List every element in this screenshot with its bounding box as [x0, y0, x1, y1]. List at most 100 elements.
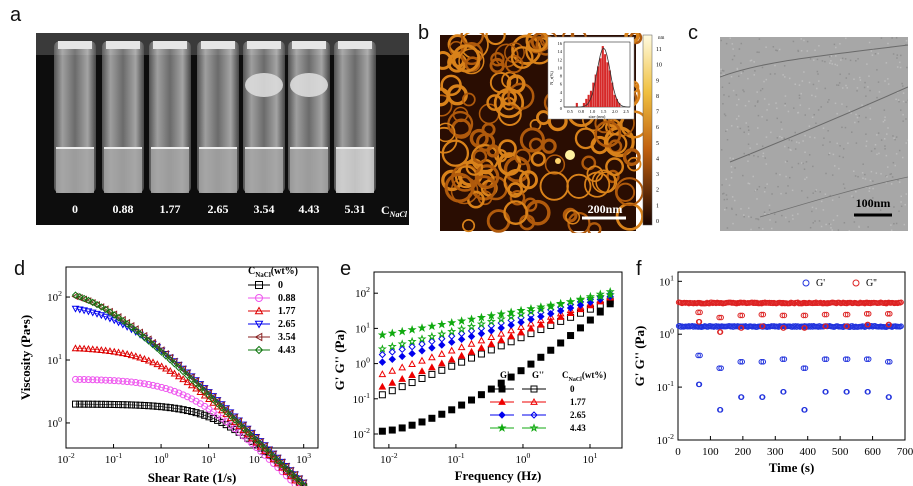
tem-grain — [838, 196, 840, 198]
series-G''-dip-point — [800, 312, 807, 319]
series-4.43-point — [153, 344, 162, 353]
series-1.77-Gp-point — [546, 316, 555, 324]
pore-wall — [591, 169, 616, 194]
series-0.88-point — [175, 389, 183, 397]
series-0-point — [171, 404, 179, 412]
series-G''-dip-point — [885, 310, 891, 317]
tem-grain — [857, 120, 860, 123]
pore-wall — [605, 132, 628, 155]
tem-grain — [730, 171, 733, 173]
tem-grain — [806, 40, 809, 43]
series-4.43-point — [244, 428, 252, 436]
series-G''-dip-point — [716, 314, 722, 321]
tem-grain — [868, 190, 871, 192]
tem-grain — [774, 64, 776, 67]
tem-grain — [788, 220, 790, 223]
tem-grain — [819, 191, 821, 193]
series-G'-dip-point — [697, 352, 703, 359]
series-0-point — [214, 416, 222, 424]
tem-grain — [763, 190, 766, 193]
series-4.43-point — [222, 408, 230, 416]
vial-rim — [292, 41, 326, 49]
x-tick-label: 103 — [296, 451, 311, 466]
tem-grain — [788, 139, 791, 141]
tem-grain — [794, 148, 797, 150]
tem-grain — [812, 192, 814, 194]
tem-grain — [761, 66, 764, 69]
series-0-Gp-point — [596, 308, 604, 316]
tem-grain — [896, 54, 899, 56]
tem-grain — [761, 88, 764, 90]
series-0-Gpp-point — [428, 370, 436, 378]
tem-grain — [803, 71, 805, 73]
series-4.43-point — [179, 367, 187, 376]
tem-grain — [878, 152, 880, 155]
tem-grain — [890, 183, 893, 185]
tem-grain — [736, 126, 739, 128]
series-G''-dip-point — [823, 311, 830, 318]
tem-grain — [773, 213, 776, 215]
series-G''-dip-point — [758, 311, 765, 318]
histogram-xtick: 2.0 — [612, 109, 618, 114]
y-axis-label: G' G'' (Pa) — [632, 326, 647, 387]
pore-wall — [452, 44, 481, 73]
series-3.54-point — [247, 429, 255, 438]
series-G'-dip-point — [715, 323, 722, 330]
series-1.77-Gpp-point — [457, 343, 466, 351]
tem-grain — [740, 208, 742, 210]
tem-grain — [895, 37, 898, 39]
tem-grain — [753, 74, 755, 76]
tem-grain — [738, 98, 740, 101]
series-1.77-Gpp-point — [507, 326, 515, 334]
series-1.77-Gp-point — [556, 312, 565, 320]
series-0-Gp-point — [517, 367, 525, 375]
histogram-bar — [618, 102, 621, 107]
series-4.43-point — [252, 436, 261, 445]
series-1.77-point — [166, 366, 175, 374]
tem-grain — [750, 228, 752, 231]
series-1.77-point — [71, 344, 80, 352]
x-axis-label: Shear Rate (1/s) — [148, 470, 237, 485]
tem-grain — [790, 139, 793, 142]
series-2.65-Gpp-point — [448, 332, 456, 340]
tem-grain — [892, 161, 895, 164]
histogram-bar — [575, 102, 578, 107]
tem-grain — [836, 214, 839, 217]
tem-grain — [748, 182, 751, 185]
histogram-bar — [608, 70, 611, 107]
series-G''-dip-point — [694, 300, 701, 306]
x-tick-label: 10-2 — [57, 451, 75, 466]
legend-marker-filled — [498, 385, 506, 393]
x-tick-label: 100 — [154, 451, 169, 466]
tem-grain — [802, 162, 804, 165]
series-0-point — [183, 407, 191, 415]
tem-grain — [903, 223, 906, 226]
tem-grain — [783, 65, 786, 67]
tem-grain — [744, 104, 747, 107]
tem-grain — [865, 133, 867, 135]
tem-grain — [800, 162, 803, 164]
legend-marker-open — [530, 397, 538, 405]
tem-grain — [830, 60, 832, 62]
tem-grain — [805, 161, 808, 163]
tem-grain — [811, 116, 814, 119]
panel-d-letter: d — [14, 258, 26, 280]
tem-grain — [774, 73, 776, 75]
series-1.77-Gpp-point — [556, 309, 565, 317]
tem-grain — [831, 174, 834, 176]
tem-grain — [872, 197, 874, 199]
series-4.43-point — [265, 448, 273, 457]
series-0.88-point — [222, 418, 230, 426]
legend-marker-open — [530, 385, 538, 393]
tem-grain — [804, 114, 806, 116]
pore-wall — [506, 74, 526, 94]
series-G''-dip-point — [863, 310, 870, 317]
series-G'-dip-point — [886, 358, 893, 365]
tem-grain — [890, 173, 893, 175]
tem-grain — [867, 205, 869, 208]
series-4.43-Gp-point — [546, 300, 556, 310]
series-4.43-Gpp-point — [447, 326, 457, 336]
legend-header-gp: G' — [500, 370, 510, 380]
series-1.77-point — [162, 364, 170, 372]
series-G''-dip-point — [821, 300, 827, 306]
